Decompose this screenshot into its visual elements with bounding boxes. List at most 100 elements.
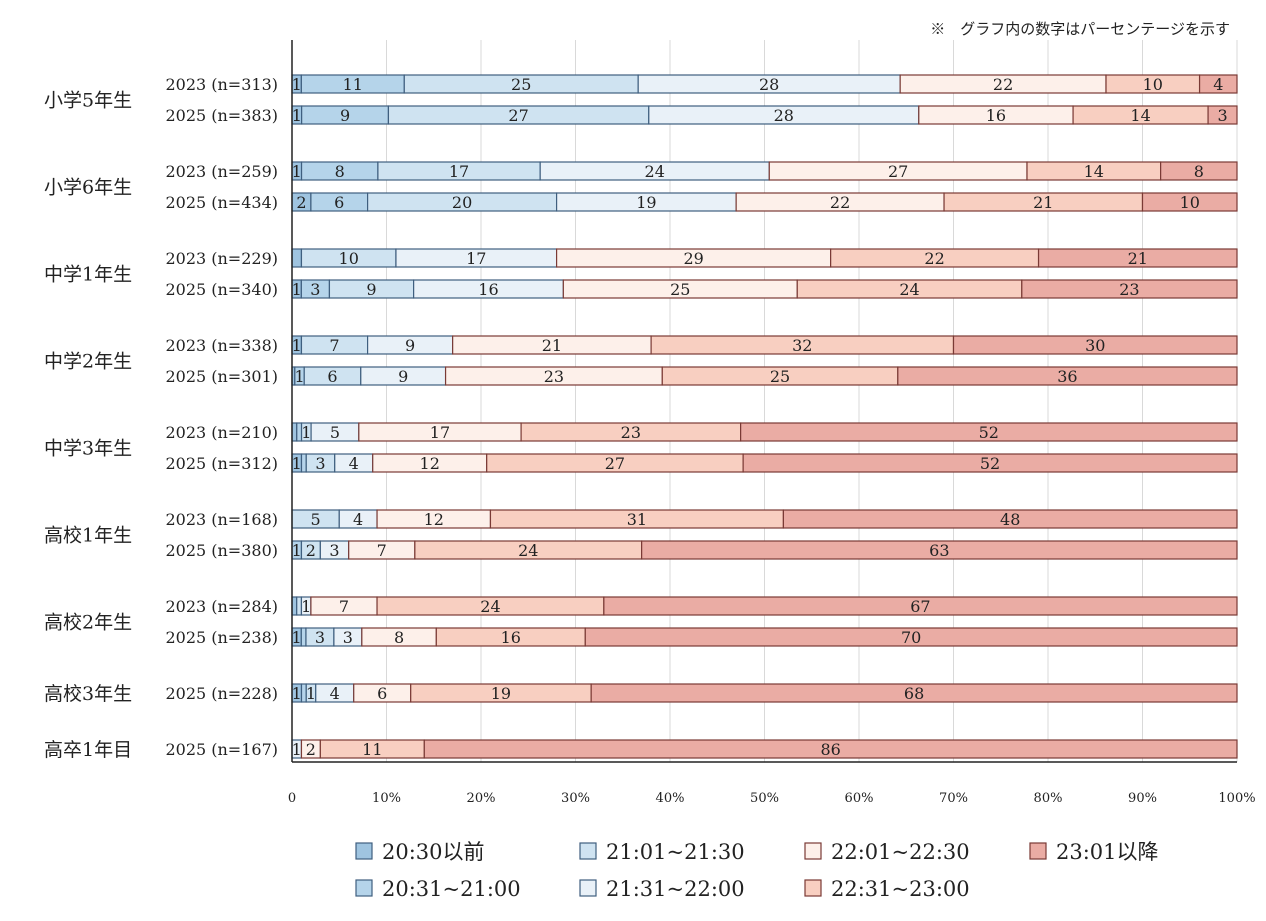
legend-label: 21:31~22:00 xyxy=(606,877,745,901)
data-label: 3 xyxy=(315,454,325,473)
data-label: 10 xyxy=(1143,75,1163,94)
bar-segment xyxy=(584,627,1238,647)
data-label: 8 xyxy=(394,628,404,647)
data-label: 1 xyxy=(292,684,302,703)
data-label: 16 xyxy=(478,280,498,299)
data-label: 27 xyxy=(888,162,908,181)
data-label: 21 xyxy=(1128,249,1148,268)
data-label: 6 xyxy=(327,367,337,386)
data-label: 12 xyxy=(420,454,440,473)
row-label: 2025 (n=228) xyxy=(165,684,278,703)
data-label: 19 xyxy=(636,193,656,212)
x-tick-label: 100% xyxy=(1218,791,1255,806)
grade-label: 中学1年生 xyxy=(44,264,132,286)
data-label: 25 xyxy=(770,367,790,386)
row-label: 2023 (n=284) xyxy=(165,597,278,616)
legend-swatch xyxy=(355,842,373,860)
data-label: 1 xyxy=(294,367,304,386)
data-label: 27 xyxy=(508,106,528,125)
data-label: 30 xyxy=(1085,336,1105,355)
bar-segment xyxy=(1198,74,1238,94)
grade-label: 中学3年生 xyxy=(44,438,132,460)
bar-segment xyxy=(291,248,303,268)
legend-label: 20:30以前 xyxy=(382,840,485,864)
row-label: 2023 (n=259) xyxy=(165,162,278,181)
data-label: 17 xyxy=(449,162,469,181)
grade-label: 高校2年生 xyxy=(44,612,132,634)
data-label: 20 xyxy=(452,193,472,212)
bar-segment xyxy=(1141,192,1238,212)
data-label: 24 xyxy=(518,541,538,560)
bar-segment xyxy=(897,366,1238,386)
data-label: 2 xyxy=(306,740,316,759)
data-label: 68 xyxy=(904,684,924,703)
data-label: 1 xyxy=(292,280,302,299)
legend-swatch xyxy=(804,879,822,897)
data-label: 3 xyxy=(1217,106,1227,125)
bar-segment xyxy=(603,596,1238,616)
bar-segment xyxy=(740,422,1238,442)
x-tick-label: 30% xyxy=(561,791,590,806)
grade-label: 中学2年生 xyxy=(44,351,132,373)
data-label: 3 xyxy=(315,628,325,647)
x-tick-label: 60% xyxy=(845,791,874,806)
data-label: 86 xyxy=(820,740,840,759)
data-label: 22 xyxy=(993,75,1013,94)
data-label: 23 xyxy=(621,423,641,442)
x-tick-label: 90% xyxy=(1128,791,1157,806)
data-label: 25 xyxy=(670,280,690,299)
row-label: 2023 (n=168) xyxy=(165,510,278,529)
data-label: 9 xyxy=(366,280,376,299)
data-label: 11 xyxy=(343,75,363,94)
data-label: 22 xyxy=(830,193,850,212)
x-tick-label: 80% xyxy=(1034,791,1063,806)
grade-label: 高校3年生 xyxy=(44,683,132,705)
row-label: 2025 (n=434) xyxy=(165,193,278,212)
data-label: 3 xyxy=(310,280,320,299)
data-label: 1 xyxy=(301,597,311,616)
data-label: 1 xyxy=(292,541,302,560)
data-label: 31 xyxy=(627,510,647,529)
data-label: 4 xyxy=(1213,75,1223,94)
data-label: 22 xyxy=(924,249,944,268)
x-tick-label: 10% xyxy=(372,791,401,806)
bar-segment xyxy=(300,453,307,473)
axes: 0 10% 20% 30% 40% 50% 60% 70% 80% 90% 100% xyxy=(288,40,1256,806)
bar-segment xyxy=(641,540,1238,560)
grade-label: 高卒1年目 xyxy=(44,739,132,761)
data-label: 14 xyxy=(1130,106,1150,125)
row-label: 2023 (n=313) xyxy=(165,75,278,94)
bar-segment xyxy=(423,739,1238,759)
legend-swatch xyxy=(579,842,597,860)
row-label: 2025 (n=167) xyxy=(165,740,278,759)
bars xyxy=(291,74,1238,759)
data-label: 3 xyxy=(329,541,339,560)
bar-segment xyxy=(782,509,1238,529)
data-label: 9 xyxy=(340,106,350,125)
data-label: 5 xyxy=(311,510,321,529)
data-label: 1 xyxy=(292,106,302,125)
data-label: 28 xyxy=(759,75,779,94)
data-label: 17 xyxy=(430,423,450,442)
legend-label: 20:31~21:00 xyxy=(382,877,521,901)
data-label: 1 xyxy=(292,628,302,647)
data-label: 27 xyxy=(605,454,625,473)
data-label: 5 xyxy=(330,423,340,442)
bar-segment xyxy=(1160,161,1238,181)
bar-segment xyxy=(590,683,1238,703)
gridlines xyxy=(386,40,1238,762)
bar-segment xyxy=(1207,105,1238,125)
data-label: 17 xyxy=(466,249,486,268)
row-label: 2025 (n=312) xyxy=(165,454,278,473)
row-label: 2025 (n=383) xyxy=(165,106,278,125)
data-label: 12 xyxy=(424,510,444,529)
data-label: 10 xyxy=(1180,193,1200,212)
data-label: 28 xyxy=(774,106,794,125)
data-label: 4 xyxy=(353,510,363,529)
data-label: 52 xyxy=(979,423,999,442)
data-label: 24 xyxy=(899,280,919,299)
data-label: 1 xyxy=(301,423,311,442)
bar-segment xyxy=(1037,248,1238,268)
